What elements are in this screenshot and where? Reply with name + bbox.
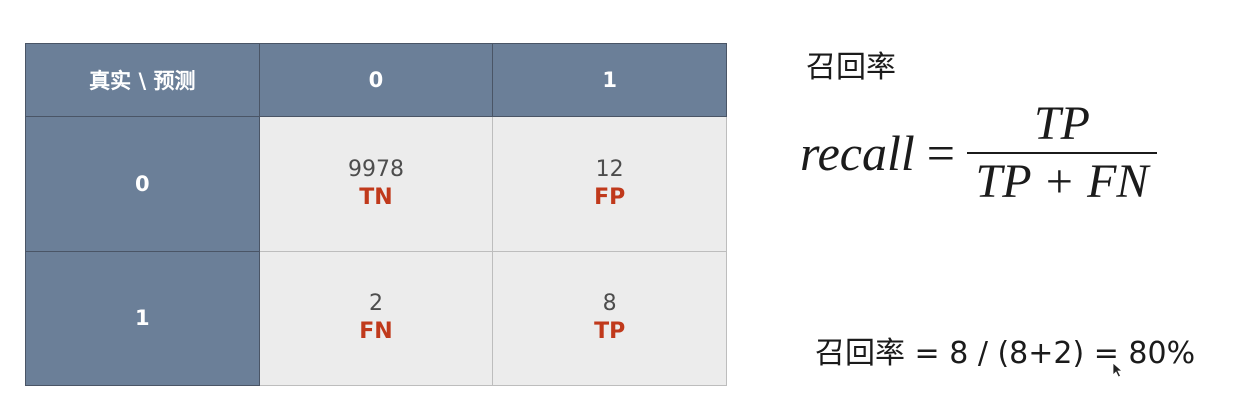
col-header-predicted-0: 0	[258, 42, 494, 118]
formula-denominator: TP + FN	[975, 155, 1149, 208]
cell-tp: 8 TP	[492, 250, 727, 387]
cell-tn: 9978 TN	[258, 116, 494, 252]
fraction-bar	[966, 152, 1157, 154]
col-header-predicted-1: 1	[492, 42, 727, 118]
recall-title: 召回率	[806, 50, 896, 85]
mouse-pointer-icon	[1112, 362, 1124, 378]
confusion-matrix: 真实 \ 预测 0 1 0 9978 TN 12 FP 1 2 FN 8 TP	[25, 42, 727, 387]
corner-label: 真实 \ 预测	[25, 42, 260, 118]
formula-equals: =	[926, 125, 955, 181]
cell-fn-code: FN	[359, 319, 393, 345]
cell-tp-value: 8	[602, 291, 617, 317]
row-header-actual-0: 0	[25, 116, 260, 252]
cell-fp-code: FP	[594, 184, 626, 210]
formula-numerator: TP	[1033, 97, 1090, 150]
cell-fp: 12 FP	[492, 116, 727, 252]
cell-fn-value: 2	[368, 291, 383, 317]
recall-formula: recall = TP TP + FN	[800, 96, 1157, 210]
matrix-header-row: 真实 \ 预测 0 1	[25, 42, 727, 118]
formula-lhs: recall	[800, 125, 915, 181]
cell-fn: 2 FN	[258, 250, 494, 387]
cell-fp-value: 12	[595, 156, 624, 182]
cell-tp-code: TP	[594, 319, 626, 345]
matrix-row-actual-1: 1 2 FN 8 TP	[25, 250, 727, 387]
row-header-actual-1: 1	[25, 250, 260, 387]
formula-fraction: TP TP + FN	[966, 96, 1157, 210]
matrix-row-actual-0: 0 9978 TN 12 FP	[25, 116, 727, 252]
cell-tn-value: 9978	[347, 156, 404, 182]
recall-calculation: 召回率 = 8 / (8+2) = 80%	[815, 336, 1196, 371]
cell-tn-code: TN	[359, 184, 393, 210]
